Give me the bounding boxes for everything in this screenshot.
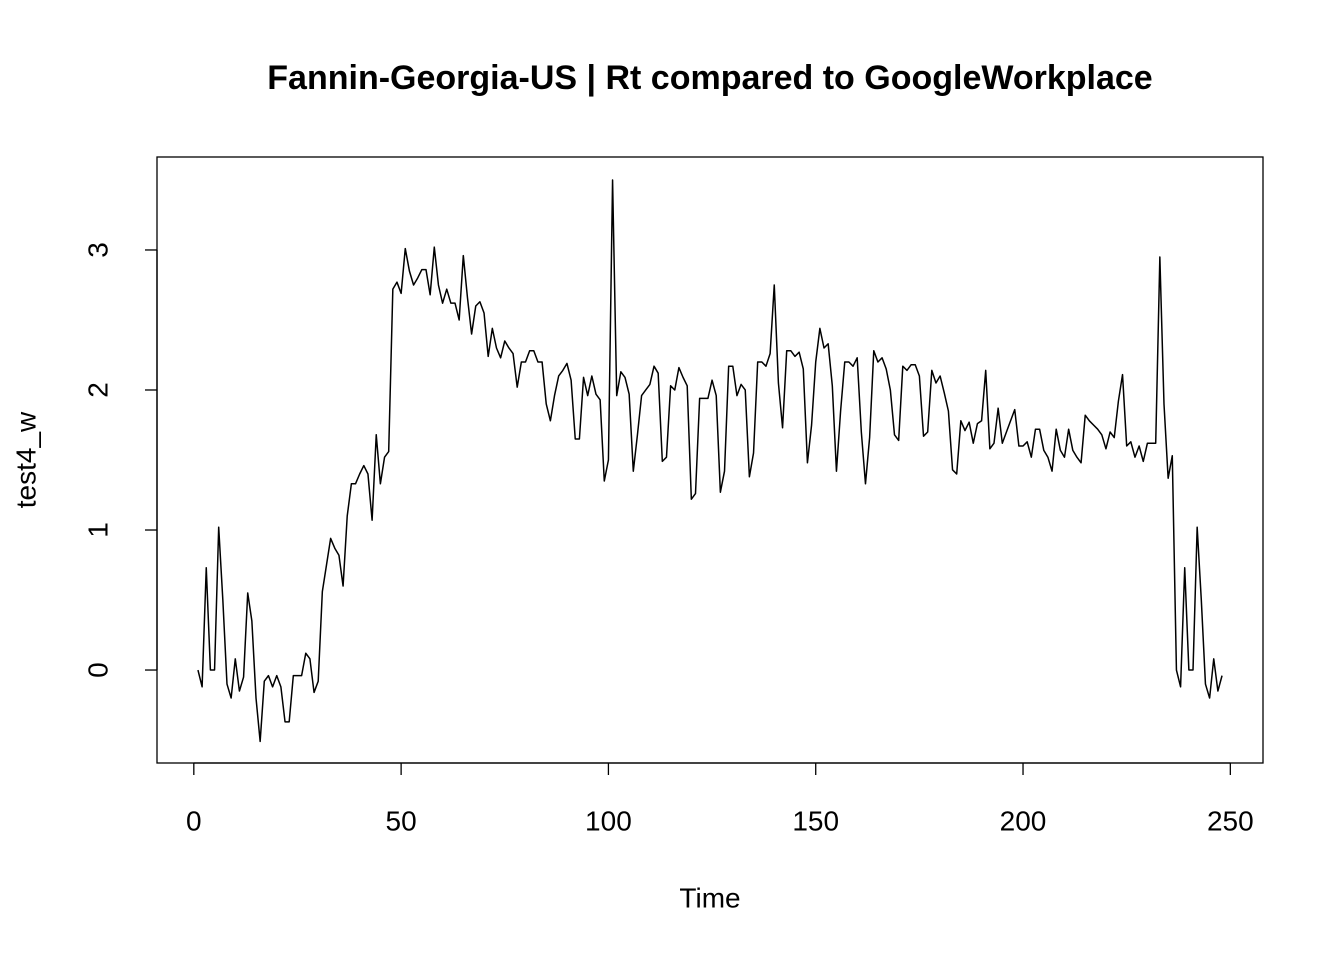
chart-title: Fannin-Georgia-US | Rt compared to Googl… [267,59,1152,97]
x-tick-label: 150 [792,805,839,836]
x-tick-label: 200 [1000,805,1047,836]
x-tick-label: 0 [186,805,202,836]
y-tick-label: 3 [82,242,113,258]
x-tick-label: 250 [1207,805,1254,836]
x-tick-label: 50 [386,805,417,836]
y-tick-label: 1 [82,522,113,538]
y-tick-label: 2 [82,382,113,398]
plot-box [156,156,1264,764]
x-tick-label: 100 [585,805,632,836]
y-tick-label: 0 [82,662,113,678]
data-line [197,179,1223,743]
x-axis-label: Time [679,882,740,913]
y-axis-label: test4_w [10,411,41,508]
